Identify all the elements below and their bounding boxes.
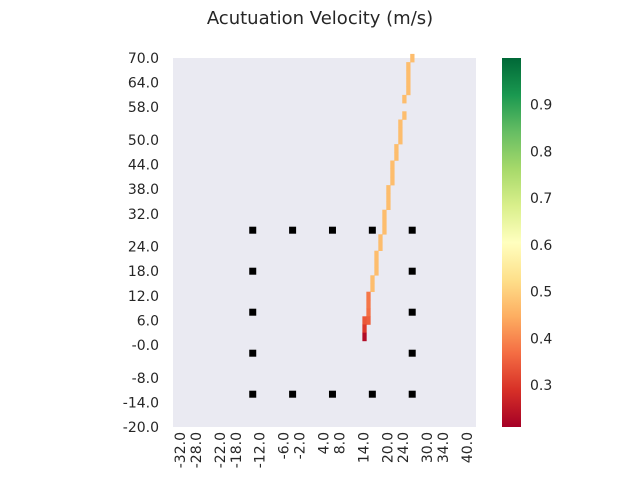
heatmap-cell xyxy=(406,78,411,87)
x-tick-label: -22.0 xyxy=(213,432,229,468)
x-tick-label: -12.0 xyxy=(253,432,269,468)
y-tick-label: -8.0 xyxy=(132,371,159,387)
x-tick-label: -18.0 xyxy=(229,432,245,468)
y-tick-label: 50.0 xyxy=(128,133,159,149)
x-tick-label: -32.0 xyxy=(173,432,189,468)
marker-square xyxy=(289,226,297,234)
marker-square xyxy=(249,308,257,316)
heatmap-cell xyxy=(394,144,399,153)
marker-square xyxy=(408,390,416,398)
heatmap-cell xyxy=(382,209,387,219)
x-tick-label: -6.0 xyxy=(277,432,293,459)
y-tick-label: 6.0 xyxy=(137,313,159,329)
x-tick-label: 40.0 xyxy=(460,432,476,463)
x-tick-label: 14.0 xyxy=(356,432,372,463)
chart-title: Acutuation Velocity (m/s) xyxy=(207,8,433,29)
heatmap-cell xyxy=(378,234,383,243)
marker-square xyxy=(249,349,257,357)
marker-square xyxy=(328,226,336,234)
heatmap-cell xyxy=(374,267,379,276)
colorbar-tick-label: 0.6 xyxy=(530,238,552,254)
y-tick-label: 24.0 xyxy=(128,240,159,256)
colorbar-tick-label: 0.3 xyxy=(530,378,552,394)
marker-square xyxy=(249,267,257,275)
heatmap-cell xyxy=(370,283,375,292)
heatmap-markers xyxy=(249,226,416,398)
colorbar xyxy=(502,58,521,427)
marker-square xyxy=(249,226,257,234)
heatmap-cell xyxy=(366,308,371,317)
y-tick-label: 64.0 xyxy=(128,76,159,92)
x-axis-ticks: -32.0 -28.0 -22.0 -18.0 -12.0 -6.0 -2.0 4.0 8.0 1… xyxy=(173,432,476,468)
y-tick-label: 38.0 xyxy=(128,182,159,198)
heatmap-cell xyxy=(382,217,387,227)
colorbar-tick-label: 0.5 xyxy=(530,285,552,301)
marker-square xyxy=(368,390,376,398)
heatmap-cell xyxy=(390,160,395,169)
heatmap-cell xyxy=(366,316,371,325)
y-tick-label: -0.0 xyxy=(132,338,159,354)
marker-square xyxy=(328,390,336,398)
heatmap-cell xyxy=(386,193,391,202)
heatmap-cell xyxy=(382,226,387,235)
marker-square xyxy=(289,390,297,398)
x-tick-label: 30.0 xyxy=(420,432,436,463)
x-tick-label: -28.0 xyxy=(189,432,205,468)
x-tick-label: 20.0 xyxy=(380,432,396,463)
y-tick-label: 18.0 xyxy=(128,264,159,280)
heatmap-cell xyxy=(406,62,411,71)
heatmap-cell xyxy=(362,332,367,342)
colorbar-tick-label: 0.7 xyxy=(530,191,552,207)
y-tick-label: 44.0 xyxy=(128,158,159,174)
y-tick-label: 70.0 xyxy=(128,51,159,67)
marker-square xyxy=(368,226,376,234)
heatmap-cells xyxy=(362,53,415,342)
heatmap-cell xyxy=(402,94,407,104)
heatmap-cell xyxy=(406,86,411,96)
heatmap-cell xyxy=(406,70,411,79)
heatmap-cell xyxy=(374,258,379,268)
heatmap-cell xyxy=(410,53,415,63)
heatmap-cell xyxy=(374,250,379,260)
heatmap-cell xyxy=(398,135,403,145)
heatmap-cell xyxy=(398,127,403,137)
x-tick-label: 34.0 xyxy=(436,432,452,463)
plot-area xyxy=(173,58,476,427)
marker-square xyxy=(408,267,416,275)
heatmap-cell xyxy=(378,242,383,251)
y-tick-label: 58.0 xyxy=(128,100,159,116)
colorbar-tick-label: 0.4 xyxy=(530,331,552,347)
marker-square xyxy=(408,349,416,357)
y-tick-label: -14.0 xyxy=(123,395,159,411)
colorbar-tick-label: 0.9 xyxy=(530,98,552,114)
heatmap-cell xyxy=(390,168,395,178)
x-tick-label: 4.0 xyxy=(317,432,333,454)
heatmap-cell xyxy=(402,111,407,120)
y-tick-label: -20.0 xyxy=(123,420,159,436)
heatmap-cell xyxy=(386,185,391,194)
heatmap-cell xyxy=(390,176,395,186)
x-tick-label: -2.0 xyxy=(293,432,309,459)
marker-square xyxy=(408,226,416,234)
heatmap-cell xyxy=(398,119,403,128)
colorbar-ticks: 0.3 0.4 0.5 0.6 0.7 0.8 0.9 xyxy=(530,98,552,394)
y-tick-label: 12.0 xyxy=(128,289,159,305)
heatmap-cell xyxy=(370,275,375,284)
heatmap-cell xyxy=(394,152,399,161)
marker-square xyxy=(408,308,416,316)
heatmap-cell xyxy=(366,291,371,301)
heatmap-cell xyxy=(366,299,371,309)
marker-square xyxy=(249,390,257,398)
colorbar-tick-label: 0.8 xyxy=(530,144,552,160)
heatmap-cell xyxy=(386,201,391,210)
heatmap-cell xyxy=(362,324,367,333)
x-tick-label: 24.0 xyxy=(396,432,412,463)
heatmap-cell xyxy=(362,316,367,325)
y-axis-ticks: 70.0 64.0 58.0 50.0 44.0 38.0 32.0 24.0 18.0 12.0… xyxy=(123,51,159,436)
y-tick-label: 32.0 xyxy=(128,207,159,223)
x-tick-label: 8.0 xyxy=(332,432,348,454)
